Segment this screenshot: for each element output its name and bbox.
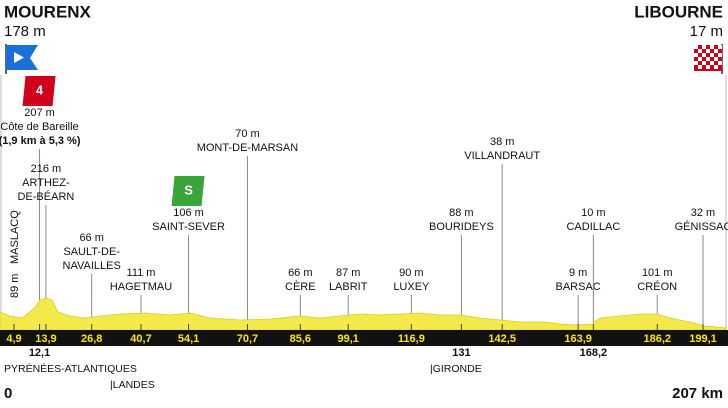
km-label: 142,5	[488, 333, 516, 345]
note: (1,9 km à 5,3 %)	[0, 135, 81, 147]
km-label: 116,9	[398, 333, 425, 345]
place-name: DE-BÉARN	[17, 190, 74, 203]
km-label: 54,1	[178, 333, 199, 345]
badge-label: S	[184, 182, 193, 197]
pins: 89 m MASLACQ 4 207 m Côte de Bareille (1,9 km…	[0, 76, 728, 330]
place-name: CADILLAC	[566, 221, 620, 233]
altitude: 88 m	[449, 207, 473, 219]
place-name: NAVAILLES	[63, 260, 121, 272]
badge	[171, 176, 205, 206]
profile	[0, 297, 727, 331]
vertical-label: 89 m MASLACQ	[9, 210, 21, 298]
altitude: 101 m	[642, 267, 673, 279]
km-labels: 4,9 12,1 13,9 26,8 40,7 54,1 70,7 85,6 99,1 116,9…	[6, 324, 717, 359]
altitude: 111 m	[127, 267, 156, 279]
altitude: 70 m	[235, 128, 259, 140]
km-label: 99,1	[337, 333, 358, 345]
start-altitude: 178 m	[4, 23, 46, 40]
region: |LANDES	[110, 379, 155, 391]
badge	[22, 76, 56, 106]
altitude: 10 m	[581, 207, 605, 219]
km-label: 12,1	[29, 347, 50, 359]
km-label: 70,7	[237, 333, 258, 345]
place-name: CÈRE	[285, 280, 316, 293]
start-distance: 0	[4, 385, 12, 402]
km-label: 199,1	[689, 333, 717, 345]
altitude: 66 m	[288, 267, 312, 279]
km-label: 4,9	[6, 333, 21, 345]
place-name: ARTHEZ-	[22, 177, 70, 189]
km-label: 168,2	[580, 347, 608, 359]
km-label: 26,8	[81, 333, 102, 345]
finish-altitude: 17 m	[690, 23, 723, 40]
start-flag	[5, 44, 38, 74]
place-name: SAINT-SEVER	[152, 221, 225, 233]
km-label: 131	[452, 347, 470, 359]
region: PYRÉNÉES-ATLANTIQUES	[4, 362, 137, 375]
badge-label: 4	[36, 82, 44, 97]
finish-name: LIBOURNE	[634, 2, 723, 21]
km-label: 163,9	[564, 333, 592, 345]
place-name: GÉNISSAC	[675, 220, 728, 233]
km-label: 40,7	[130, 333, 151, 345]
finish-flag	[694, 44, 723, 74]
altitude: 66 m	[79, 232, 103, 244]
altitude: 207 m	[24, 107, 55, 119]
place-name: BARSAC	[555, 281, 600, 293]
altitude: 216 m	[31, 163, 62, 175]
region: |GIRONDE	[430, 363, 482, 375]
place-name: VILLANDRAUT	[464, 150, 540, 162]
altitude: 90 m	[399, 267, 423, 279]
altitude: 9 m	[569, 267, 587, 279]
km-label: 13,9	[35, 333, 56, 345]
km-label: 186,2	[643, 333, 671, 345]
place-name: LUXEY	[393, 281, 430, 293]
start-name: MOURENX	[4, 2, 92, 21]
place-name: LABRIT	[329, 281, 368, 293]
altitude: 89 m	[9, 274, 21, 298]
altitude: 87 m	[336, 267, 360, 279]
km-label: 85,6	[290, 333, 311, 345]
place-name: MONT-DE-MARSAN	[197, 142, 299, 154]
place-name: CRÉON	[637, 280, 677, 293]
place-name: SAULT-DE-	[63, 246, 120, 258]
place-name: MASLACQ	[9, 210, 21, 264]
place-name: HAGETMAU	[110, 281, 172, 293]
place-name: BOURIDEYS	[429, 221, 494, 233]
distance-band	[0, 330, 728, 346]
altitude: 38 m	[490, 136, 514, 148]
place-name: Côte de Bareille	[0, 121, 78, 133]
altitude: 32 m	[691, 207, 715, 219]
altitude: 106 m	[173, 207, 204, 219]
finish-distance: 207 km	[672, 385, 723, 402]
